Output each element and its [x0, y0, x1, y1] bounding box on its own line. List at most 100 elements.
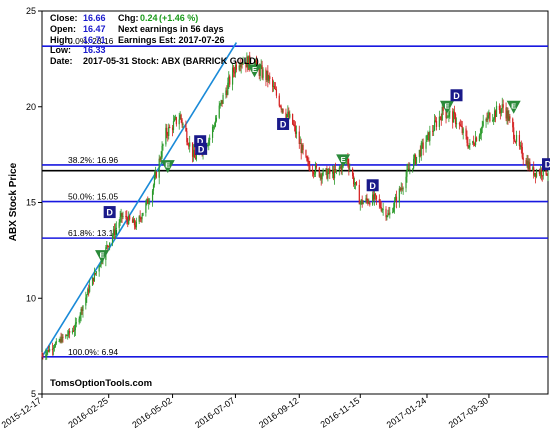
candle-body [238, 65, 240, 70]
candle-body [127, 219, 129, 224]
candle-body [81, 308, 83, 311]
candle-body [305, 150, 307, 157]
candle-body [111, 235, 114, 243]
candle-body [369, 202, 371, 205]
candle-body [528, 162, 530, 170]
candle-body [133, 219, 136, 226]
candle-body [392, 211, 394, 213]
candle-body [527, 160, 529, 170]
candle-body [293, 124, 296, 126]
earnings-marker [95, 250, 110, 264]
candle-body [373, 194, 375, 200]
candle-body [188, 144, 190, 147]
candle-body [507, 110, 509, 121]
candle-body [68, 330, 70, 335]
candle-body [372, 194, 374, 205]
candle-body [191, 142, 194, 157]
candle-body [508, 116, 510, 121]
candle-body [174, 117, 177, 119]
candle-body [520, 145, 522, 148]
candle-body [94, 273, 96, 275]
candle-body [47, 350, 49, 353]
candle-body [422, 142, 424, 149]
candle-body [358, 184, 360, 205]
candle-body [153, 176, 156, 186]
y-axis: 5 10 15 20 25 [26, 6, 42, 399]
candle-body [241, 63, 243, 65]
candle-body [242, 62, 244, 65]
candle-body [281, 108, 283, 110]
candle-body [353, 175, 355, 185]
candle-body [452, 111, 454, 123]
candle-body [547, 173, 549, 175]
candle-body [367, 200, 369, 204]
candle-body [381, 209, 383, 211]
candle-body [409, 168, 411, 170]
candle-body [266, 70, 268, 80]
candle-body [95, 271, 97, 274]
watermark: TomsOptionTools.com [50, 378, 152, 389]
candle-body [373, 193, 376, 200]
candle-body [341, 162, 343, 171]
candle-body [429, 130, 431, 141]
candle-body [108, 246, 110, 248]
candle-body [449, 111, 451, 113]
candle-body [194, 157, 197, 160]
candle-body [211, 126, 214, 138]
candle-body [139, 216, 141, 219]
candle-body [98, 266, 100, 272]
candle-body [335, 169, 338, 172]
candle-body [214, 121, 217, 127]
candle-body [209, 137, 211, 140]
candle-body [526, 160, 528, 165]
candle-body [448, 112, 450, 117]
candle-body [193, 149, 196, 158]
dividend-marker [450, 89, 463, 102]
next-earnings: Next earnings in 56 days [118, 24, 224, 34]
candle-body [299, 142, 301, 145]
candle-body [232, 67, 235, 73]
candle-body [382, 208, 384, 210]
fib-levels: 0.0%: 23.16 38.2%: 16.96 50.0%: 15.05 61.8%… [42, 36, 548, 358]
candle-body [479, 134, 481, 136]
candle-body [509, 116, 511, 119]
dividend-marker-label: D [545, 160, 550, 170]
candle-body [461, 126, 463, 134]
y-tick-label: 20 [26, 102, 36, 112]
candle-body [46, 352, 48, 355]
candle-body [368, 202, 370, 204]
candle-body [306, 156, 308, 161]
candle-body [405, 176, 407, 189]
candle-body [152, 185, 155, 191]
dividend-marker-label: D [369, 181, 376, 191]
candle-body [455, 123, 458, 125]
candle-body [272, 78, 274, 87]
candle-body [286, 114, 288, 119]
earnings-marker-label: E [341, 155, 346, 164]
candle-body [231, 67, 234, 85]
candle-body [347, 157, 349, 164]
candle-body [240, 63, 242, 68]
candle-body [441, 106, 443, 121]
candle-body [189, 142, 191, 147]
candle-body [434, 120, 436, 131]
candle-body [215, 117, 217, 122]
candle-body [192, 149, 195, 157]
candle-body [272, 86, 275, 88]
dividend-marker [277, 117, 290, 130]
candle-body [162, 144, 164, 146]
candle-body [135, 221, 137, 228]
candle-body [60, 338, 62, 342]
low-label: Low: [50, 45, 71, 55]
candle-body [80, 308, 82, 315]
candle-body [245, 62, 247, 68]
candle-body [51, 348, 54, 350]
candle-body [182, 123, 184, 125]
candle-body [168, 127, 170, 136]
candle-body [78, 318, 80, 323]
candle-body [187, 142, 189, 145]
dividend-marker-label: D [280, 119, 287, 129]
candle-body [100, 259, 102, 266]
candle-body [385, 208, 387, 218]
